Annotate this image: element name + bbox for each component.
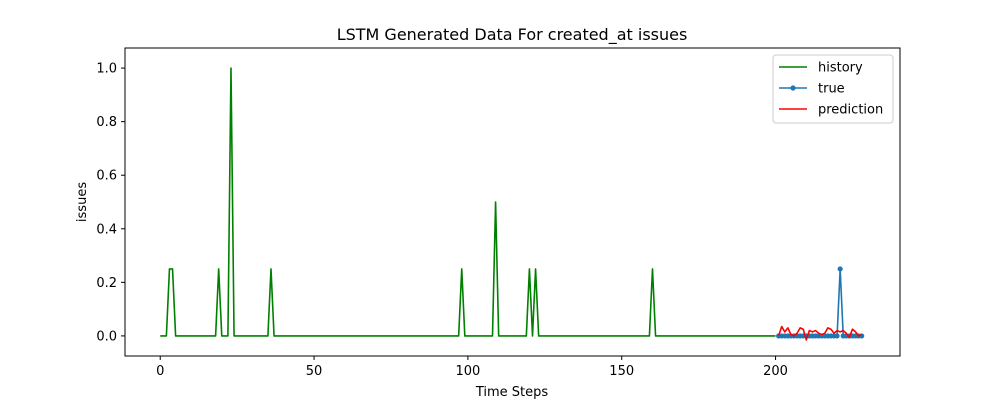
series-true-point bbox=[834, 333, 840, 339]
series-history-line bbox=[160, 67, 776, 337]
x-axis: 0 50 100 150 200 bbox=[156, 356, 788, 379]
plot-area bbox=[160, 67, 865, 341]
y-tick-label: 0.4 bbox=[96, 222, 117, 237]
x-tick-label: 200 bbox=[763, 364, 788, 379]
x-tick-label: 0 bbox=[156, 364, 164, 379]
legend-label-true: true bbox=[818, 82, 845, 97]
y-tick-label: 0.0 bbox=[96, 329, 117, 344]
y-tick-label: 1.0 bbox=[96, 62, 117, 77]
x-tick-label: 100 bbox=[455, 364, 480, 379]
legend-label-history: history bbox=[818, 61, 863, 76]
y-tick-label: 0.8 bbox=[96, 115, 117, 130]
y-tick-label: 0.6 bbox=[96, 169, 117, 184]
x-axis-label: Time Steps bbox=[475, 385, 549, 400]
legend-marker-true bbox=[790, 85, 796, 91]
y-axis: 0.0 0.2 0.4 0.6 0.8 1.0 bbox=[96, 62, 125, 344]
x-tick-label: 50 bbox=[306, 364, 323, 379]
x-tick-label: 150 bbox=[609, 364, 634, 379]
legend-box bbox=[772, 54, 894, 124]
series-prediction-line bbox=[777, 325, 863, 341]
y-tick-label: 0.2 bbox=[96, 276, 117, 291]
legend-label-prediction: prediction bbox=[818, 103, 883, 118]
axes-frame bbox=[124, 47, 901, 357]
y-axis-label: issues bbox=[75, 182, 90, 222]
legend: history true prediction bbox=[772, 54, 894, 124]
series-true-point bbox=[837, 266, 843, 272]
series-true-line bbox=[778, 268, 862, 337]
chart-title: LSTM Generated Data For created_at issue… bbox=[337, 25, 688, 45]
